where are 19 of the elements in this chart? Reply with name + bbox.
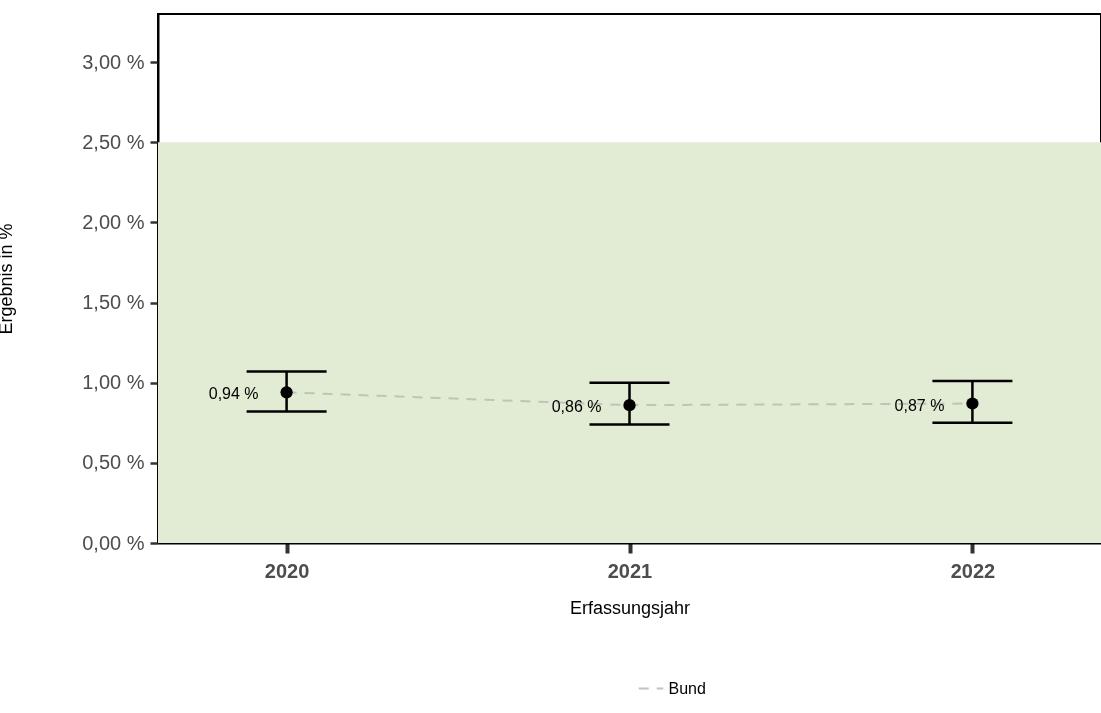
point: [280, 386, 293, 399]
x-tick-label: 2022: [950, 559, 996, 582]
point: [966, 397, 979, 410]
y-tick-label: 1,00 %: [82, 371, 145, 394]
data-label: 0,87 %: [894, 396, 945, 414]
x-axis-title: Erfassungsjahr: [569, 597, 691, 618]
point: [623, 399, 636, 412]
x-tick-label: 2020: [264, 559, 310, 582]
y-tick-label: 2,00 %: [82, 210, 145, 233]
y-tick-label: 1,50 %: [82, 291, 145, 314]
y-tick-label: 3,00 %: [82, 50, 145, 73]
legend-label: Bund: [668, 679, 706, 697]
x-tick-label: 2021: [607, 559, 653, 582]
y-tick-label: 2,50 %: [82, 130, 145, 153]
data-label: 0,94 %: [208, 385, 259, 403]
data-label: 0,86 %: [551, 398, 602, 416]
y-axis-title: Ergebnis in %: [0, 223, 17, 335]
y-tick-label: 0,00 %: [82, 531, 145, 554]
y-tick-label: 0,50 %: [82, 451, 145, 474]
